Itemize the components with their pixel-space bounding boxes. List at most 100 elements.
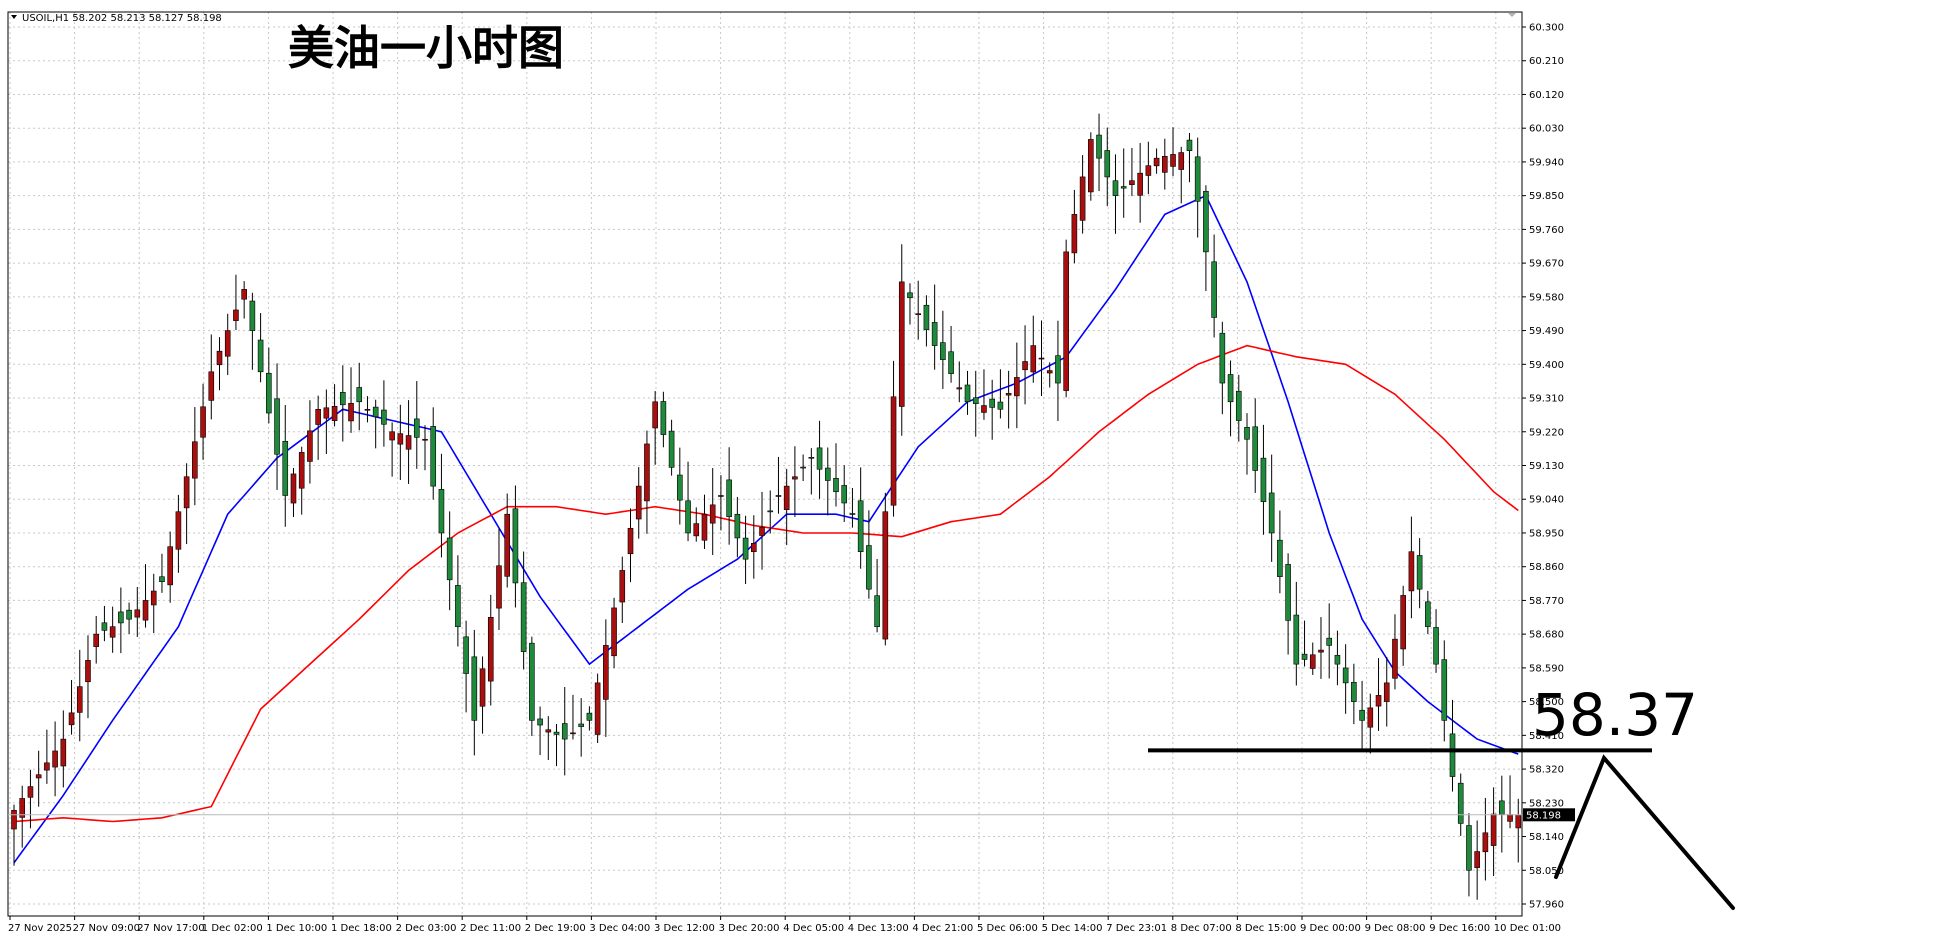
candle-bear (726, 479, 732, 518)
chevron-down-icon[interactable] (11, 15, 17, 19)
candle-bull (290, 473, 297, 504)
moving-average-layer (13, 194, 1519, 864)
candle-bear (1252, 426, 1259, 471)
y-tick-label: 58.500 (1529, 697, 1564, 708)
y-tick-label: 59.670 (1529, 259, 1564, 270)
candle-bull (594, 682, 601, 735)
candle-bull (570, 732, 576, 735)
current-price-value: 58.198 (1526, 810, 1561, 821)
candle-bear (1203, 190, 1209, 253)
candle-bull (1071, 214, 1078, 254)
candle-bull (1490, 813, 1497, 846)
current-price-tag (1523, 808, 1575, 822)
y-tick-label: 59.220 (1529, 427, 1564, 438)
candle-bull (422, 438, 428, 441)
y-tick-label: 59.760 (1529, 225, 1564, 236)
candle-bear (282, 440, 289, 496)
candle-bear (101, 622, 108, 631)
candle-bear (274, 398, 280, 455)
projection-arrow[interactable] (1554, 754, 1735, 910)
candle-bear (446, 537, 453, 581)
candle-bear (734, 513, 741, 539)
ma-slow-line (13, 344, 1519, 823)
candle-bear (537, 718, 543, 726)
x-tick-label: 9 Dec 16:00 (1429, 923, 1490, 934)
candle-bear (1227, 374, 1234, 403)
candle-bear (463, 636, 469, 674)
candle-bear (1351, 681, 1357, 702)
candle-bear (381, 409, 387, 425)
candle-bull (981, 405, 987, 413)
y-tick-label: 58.050 (1529, 866, 1564, 877)
candle-bear (1211, 261, 1217, 318)
candle-bull (1088, 139, 1094, 193)
x-tick-label: 4 Dec 05:00 (783, 923, 844, 934)
candle-bear (1194, 156, 1201, 202)
candle-bull (1400, 595, 1406, 650)
candle-bear (1293, 614, 1300, 665)
candle-bear (1433, 627, 1439, 665)
candle-bear (249, 300, 256, 331)
candle-bear (816, 447, 823, 470)
candle-bear (808, 457, 815, 459)
price-axis[interactable]: 60.300 60.210 60.120 60.030 59.940 59.850 59.7… (1522, 23, 1564, 911)
candle-bear (1235, 390, 1242, 421)
candle-bear (1449, 733, 1456, 777)
x-tick-label: 1 Dec 02:00 (202, 923, 263, 934)
candle-bull (783, 485, 790, 510)
x-tick-label: 5 Dec 14:00 (1042, 923, 1103, 934)
x-tick-label: 27 Nov 09:00 (73, 923, 140, 934)
x-tick-label: 5 Dec 06:00 (977, 923, 1038, 934)
candle-bear (849, 513, 856, 515)
candle-bear (266, 372, 272, 414)
candle-bull (619, 570, 626, 603)
candle-bear (1260, 457, 1267, 503)
candle-bull (85, 660, 91, 683)
candle-bear (257, 339, 264, 373)
candle-bull (307, 430, 313, 462)
candle-bear (430, 426, 437, 487)
candle-bear (1219, 332, 1226, 384)
candle-bull (693, 523, 700, 537)
candle-bear (685, 500, 691, 534)
candle-bear (833, 478, 839, 493)
candle-bull (890, 396, 897, 506)
candle-bull (241, 289, 247, 300)
candle-bull (1507, 814, 1513, 822)
candle-bull (1129, 180, 1135, 185)
candle-bear (923, 304, 930, 330)
candle-bear (668, 430, 675, 468)
scroll-marker-icon[interactable] (1508, 13, 1516, 17)
candle-bull (68, 712, 75, 726)
candle-bull (76, 686, 83, 713)
candle-bull (192, 441, 198, 479)
candle-bull (1318, 649, 1324, 653)
candle-bear (126, 609, 132, 620)
y-tick-label: 58.950 (1529, 528, 1564, 539)
y-tick-label: 58.140 (1529, 832, 1564, 843)
candle-bull (323, 407, 330, 419)
candle-bull (93, 633, 99, 647)
candle-bear (1326, 637, 1332, 646)
candle-bull (315, 408, 321, 425)
y-tick-label: 59.400 (1529, 360, 1564, 371)
candle-bull (389, 431, 395, 441)
candle-bull (142, 600, 149, 621)
candle-bear (1285, 564, 1291, 621)
candle-bull (603, 645, 609, 700)
y-tick-label: 58.770 (1529, 596, 1564, 607)
candle-bear (561, 723, 568, 740)
x-tick-label: 2 Dec 19:00 (525, 923, 586, 934)
x-tick-label: 9 Dec 08:00 (1365, 923, 1426, 934)
candle-bear (372, 406, 379, 418)
candle-bull (1367, 707, 1374, 728)
candle-bear (413, 418, 420, 438)
candle-bull (792, 476, 798, 480)
candle-bull (1170, 154, 1176, 167)
candle-bear (438, 489, 445, 534)
candle-bear (907, 292, 913, 299)
y-tick-label: 60.300 (1529, 23, 1564, 34)
candle-bear (553, 731, 560, 735)
